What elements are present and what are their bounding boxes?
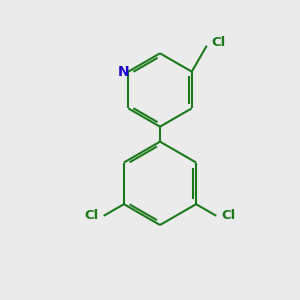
Text: Cl: Cl: [84, 209, 98, 222]
Text: Cl: Cl: [222, 209, 236, 222]
Text: N: N: [118, 65, 130, 79]
Text: Cl: Cl: [211, 36, 226, 49]
